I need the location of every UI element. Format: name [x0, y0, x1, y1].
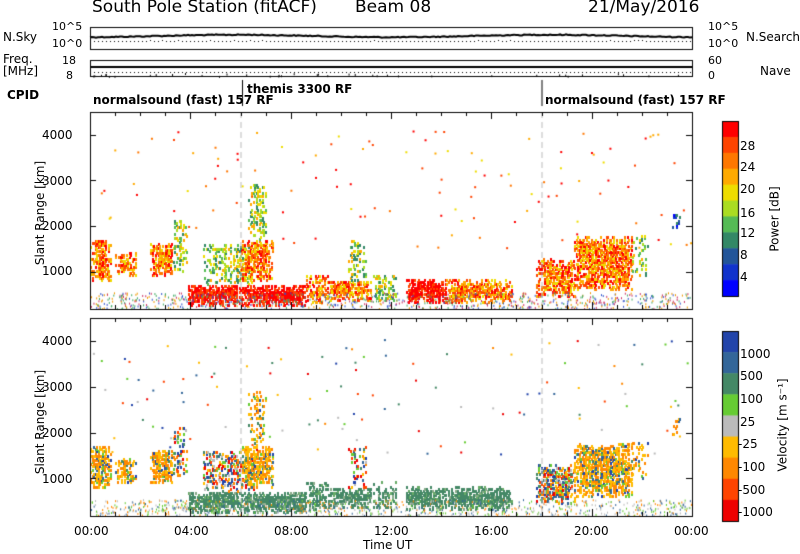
freq-tick-high: 18 — [62, 54, 76, 67]
nave-label: Nave — [760, 64, 791, 78]
xtick-0800: 08:00 — [274, 524, 309, 538]
vel-cbar-tick-25: 25 — [740, 415, 756, 429]
noise-tick-high-right: 10^5 — [708, 20, 739, 33]
cpid-segment-3: normalsound (fast) 157 RF — [545, 93, 726, 107]
noise-tick-high-left: 10^5 — [52, 20, 83, 33]
xtick-0000: 00:00 — [74, 524, 109, 538]
noise-tick-low-right: 10^0 — [708, 37, 739, 50]
power-ytick-3000: 3000 — [42, 174, 73, 188]
velocity-cbar-title: Velocity [m s⁻¹] — [775, 378, 790, 472]
vel-cbar-tick-neg100: -100 — [738, 460, 766, 474]
power-cbar-tick-24: 24 — [740, 160, 756, 174]
power-cbar-tick-28: 28 — [740, 139, 756, 153]
station-title: South Pole Station (fitACF) — [92, 0, 317, 17]
power-cbar-tick-20: 20 — [740, 182, 756, 196]
freq-tick-low: 8 — [66, 69, 73, 82]
xtick-1600: 16:00 — [474, 524, 509, 538]
xaxis-title: Time UT — [363, 538, 413, 552]
power-cbar-title: Power [dB] — [767, 186, 782, 252]
cpid-segment-2: themis 3300 RF — [247, 82, 353, 96]
nsky-label: N.Sky — [3, 30, 38, 44]
nave-tick-low: 0 — [708, 69, 715, 82]
velocity-ytick-4000: 4000 — [42, 334, 73, 348]
power-cbar-tick-8: 8 — [740, 248, 748, 262]
velocity-ytick-3000: 3000 — [42, 380, 73, 394]
cpid-segment-1: normalsound (fast) 157 RF — [93, 93, 274, 107]
vel-cbar-tick-neg500: -500 — [738, 483, 766, 497]
nave-tick-high: 60 — [708, 54, 722, 67]
xtick-1200: 12:00 — [374, 524, 409, 538]
vel-cbar-tick-500: 500 — [740, 369, 763, 383]
vel-cbar-tick-1000: 1000 — [740, 347, 771, 361]
xtick-0000-end: 00:00 — [674, 524, 709, 538]
vel-cbar-tick-neg25: -25 — [738, 437, 758, 451]
power-cbar-tick-12: 12 — [740, 226, 756, 240]
nsearch-label: N.Search — [746, 30, 800, 44]
freq-label: Freq. — [3, 52, 33, 66]
date-title: 21/May/2016 — [588, 0, 700, 17]
beam-title: Beam 08 — [355, 0, 432, 17]
power-ytick-1000: 1000 — [42, 264, 73, 278]
power-cbar-tick-16: 16 — [740, 206, 756, 220]
velocity-ytick-2000: 2000 — [42, 426, 73, 440]
power-cbar-tick-4: 4 — [740, 270, 748, 284]
vel-cbar-tick-neg1000: -1000 — [738, 505, 773, 519]
vel-cbar-tick-100: 100 — [740, 392, 763, 406]
power-ytick-2000: 2000 — [42, 219, 73, 233]
xtick-0400: 04:00 — [174, 524, 209, 538]
cpid-label: CPID — [7, 88, 40, 102]
freq-unit: [MHz] — [3, 64, 39, 78]
xtick-2000: 20:00 — [574, 524, 609, 538]
velocity-ytick-1000: 1000 — [42, 472, 73, 486]
noise-tick-low-left: 10^0 — [52, 37, 83, 50]
power-ytick-4000: 4000 — [42, 128, 73, 142]
